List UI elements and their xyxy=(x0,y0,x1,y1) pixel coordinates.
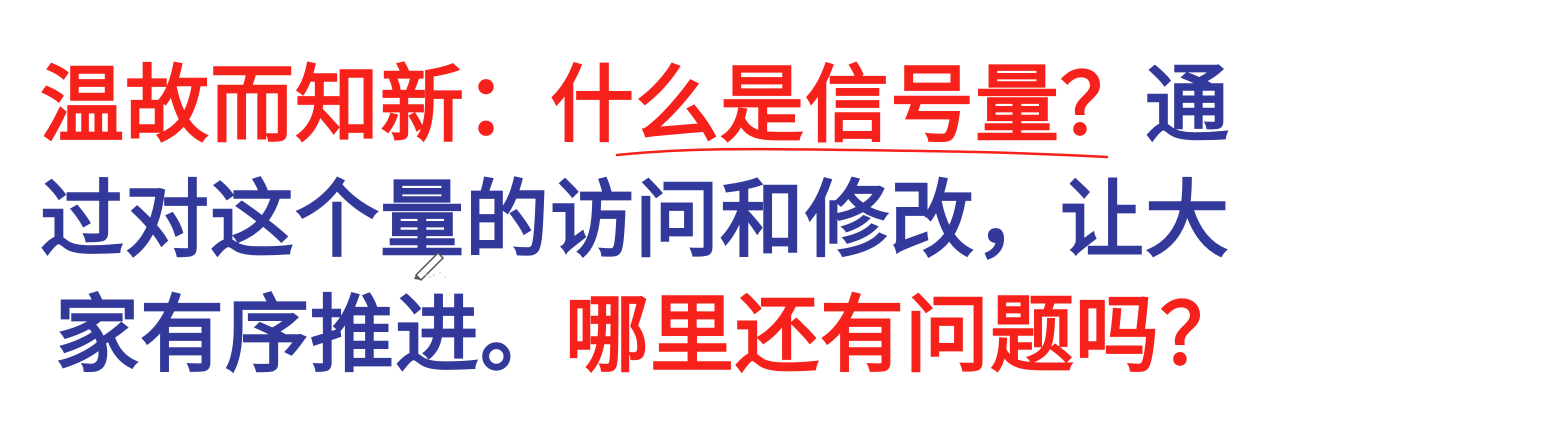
question-signal: 什么是信号量？ xyxy=(550,56,1146,154)
definition-middle: 过对这个量的访问和修改，让大 xyxy=(40,171,1231,269)
definition-end: 家有序推进。 xyxy=(55,286,566,384)
text-line-2: 过对这个量的访问和修改，让大 xyxy=(40,170,1230,270)
definition-start: 通 xyxy=(1145,56,1231,154)
question-remaining: 哪里还有问题吗？ xyxy=(565,286,1246,384)
intro-phrase: 温故而知新： xyxy=(40,56,551,154)
text-line-1: 温故而知新：什么是信号量？通 xyxy=(40,55,1230,155)
text-line-3: 家有序推进。哪里还有问题吗？ xyxy=(55,285,1245,385)
